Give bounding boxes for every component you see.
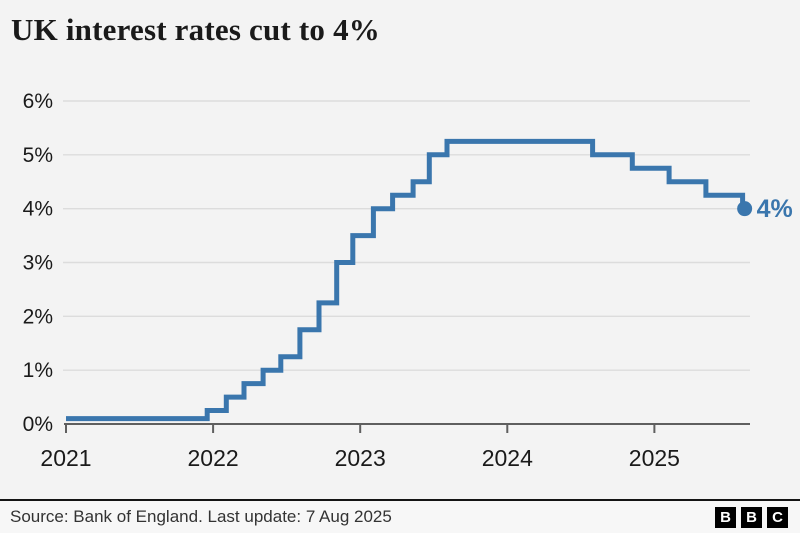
y-tick-label: 2% [23,305,53,328]
bbc-logo-letter-b2: B [741,506,762,528]
bbc-logo-letter-c: C [767,506,788,528]
rate-chart: 2021 2022 2023 2024 2025 0% 1% 2% 3% 4% 5% 6% 4% [23,90,793,471]
x-tick-label: 2025 [629,445,680,471]
x-tick-label: 2024 [482,445,533,471]
end-point-dot [737,201,753,217]
x-tick-label: 2021 [40,445,91,471]
y-tick-label: 5% [23,144,53,167]
bbc-logo: B B C [715,506,788,528]
rate-step-line [66,138,746,422]
bbc-logo-letter-b1: B [715,506,736,528]
footer: Source: Bank of England. Last update: 7 … [0,499,800,533]
y-tick-label: 1% [23,359,53,382]
end-point-label: 4% [757,195,793,223]
x-tick-label: 2022 [188,445,239,471]
y-tick-label: 3% [23,252,53,275]
y-tick-label: 6% [23,90,53,113]
x-tick-label: 2023 [335,445,386,471]
y-tick-label: 4% [23,198,53,221]
source-text: Source: Bank of England. Last update: 7 … [10,507,392,526]
y-tick-label: 0% [23,413,53,436]
chart-title: UK interest rates cut to 4% [11,12,380,47]
